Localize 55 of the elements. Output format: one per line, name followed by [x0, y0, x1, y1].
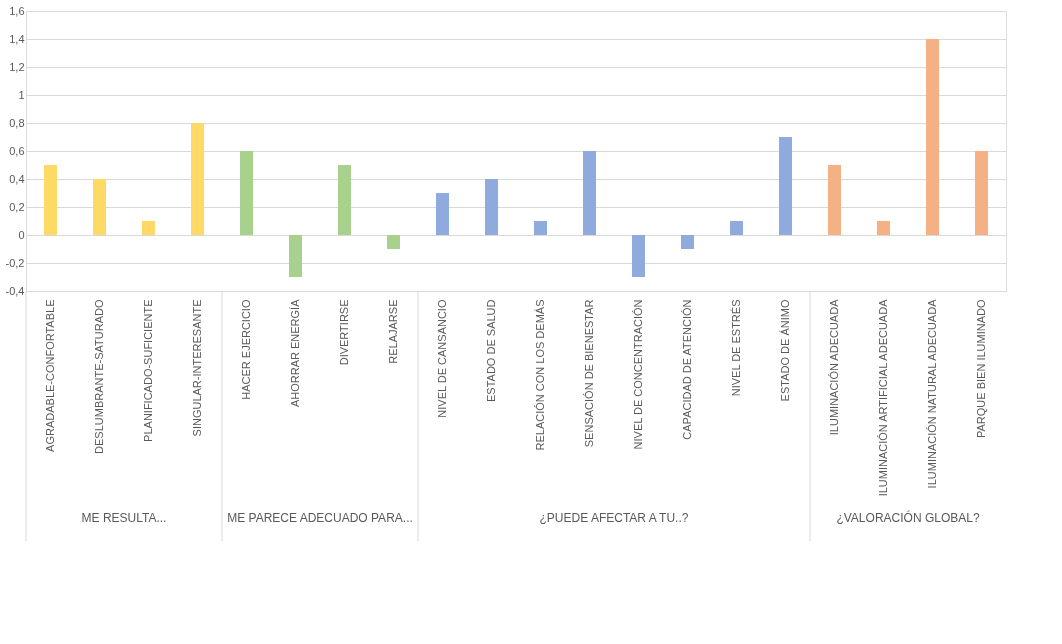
bar: [436, 193, 449, 235]
x-tick-label: NIVEL DE CANSANCIO: [435, 299, 448, 418]
bar: [191, 123, 204, 235]
x-tick-label: ESTADO DE ÁNIMO: [778, 299, 791, 402]
bar: [975, 151, 988, 235]
y-tick-label: 1,6: [9, 4, 25, 17]
x-tick-label: NIVEL DE ESTRÉS: [729, 299, 742, 397]
bar: [44, 165, 57, 235]
bar: [828, 165, 841, 235]
bar: [142, 221, 155, 235]
text: ME PARECE ADECUADO PARA...: [227, 511, 413, 525]
x-tick-label: RELACIÓN CON LOS DEMÁS: [533, 299, 546, 451]
text: ¿VALORACIÓN GLOBAL?: [836, 510, 980, 525]
bar: [632, 235, 645, 277]
x-tick-label: ILUMINACIÓN ADECUADA: [827, 298, 840, 436]
bar: [240, 151, 253, 235]
y-tick-label: -0,2: [5, 256, 25, 269]
x-tick-label: ILUMINACIÓN ARTIFICIAL ADECUADA: [876, 298, 889, 497]
y-tick-label: -0,4: [5, 284, 25, 297]
y-tick-label: 1,4: [9, 32, 25, 45]
bar: [289, 235, 302, 277]
bar: [338, 165, 351, 235]
x-tick-label: SINGULAR-INTERESANTE: [190, 299, 203, 437]
x-tick-label: HACER EJERCICIO: [239, 299, 252, 400]
y-tick-label: 0,6: [9, 144, 25, 157]
y-tick-label: 1,2: [9, 60, 25, 73]
y-tick-label: 0,8: [9, 116, 25, 129]
y-tick-label: 1: [18, 88, 25, 101]
x-tick-label: AGRADABLE-CONFORTABLE: [43, 299, 56, 452]
bar: [387, 235, 400, 249]
bar: [583, 151, 596, 235]
bar: [926, 39, 939, 235]
x-tick-label: CAPACIDAD DE ATENCIÓN: [680, 299, 693, 440]
x-tick-label: RELAJARSE: [386, 299, 399, 364]
bar: [485, 179, 498, 235]
text: ME RESULTA...: [81, 511, 167, 525]
x-tick-label: PARQUE BIEN ILUMINADO: [974, 299, 987, 439]
bar: [779, 137, 792, 235]
x-tick-label: PLANIFICADO-SUFICIENTE: [141, 299, 154, 442]
bar: [534, 221, 547, 235]
x-tick-label: DIVERTIRSE: [337, 299, 350, 366]
x-tick-label: AHORRAR ENERGÍA: [288, 298, 301, 408]
x-tick-label: SENSACIÓN DE BIENESTAR: [582, 299, 595, 448]
bar: [93, 179, 106, 235]
y-tick-label: 0,2: [9, 200, 25, 213]
text: ¿PUEDE AFECTAR A TU..?: [539, 511, 689, 525]
x-tick-label: ESTADO DE SALUD: [484, 299, 497, 402]
y-tick-label: 0: [18, 228, 25, 241]
x-tick-label: ILUMINACIÓN NATURAL ADECUADA: [925, 298, 938, 489]
bar: [681, 235, 694, 249]
x-tick-label: NIVEL DE CONCENTRACIÓN: [631, 299, 644, 450]
y-tick-label: 0,4: [9, 172, 25, 185]
x-tick-label: DESLUMBRANTE-SATURADO: [92, 299, 105, 454]
bar: [730, 221, 743, 235]
bar: [877, 221, 890, 235]
